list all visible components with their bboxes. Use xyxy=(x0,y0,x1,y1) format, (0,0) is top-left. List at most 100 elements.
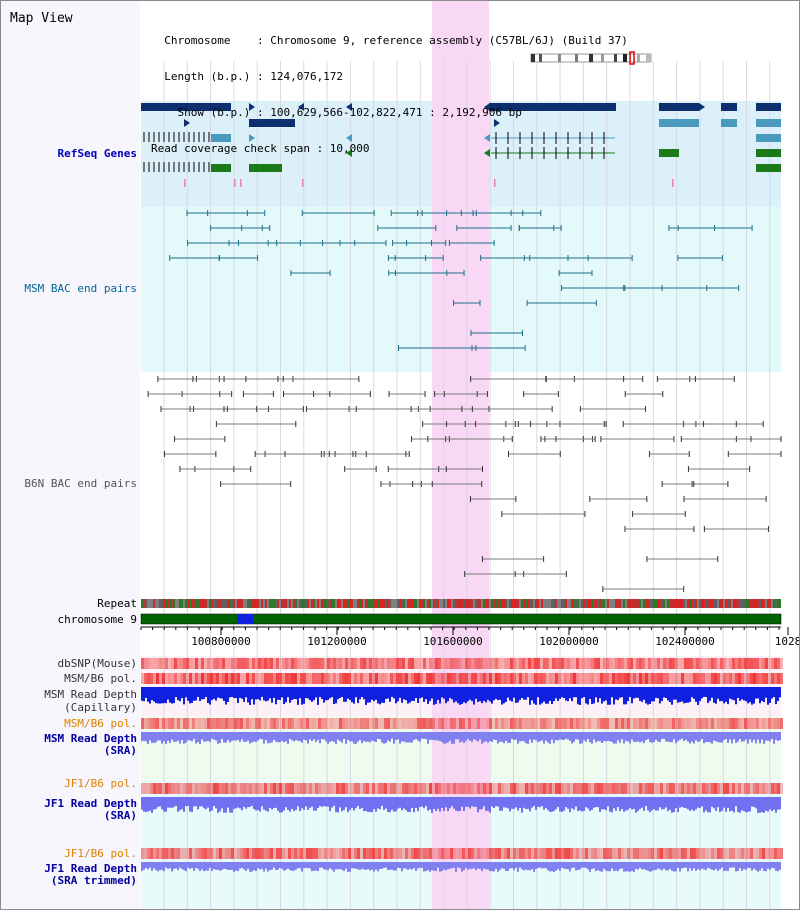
repeat-element xyxy=(179,599,181,608)
msm-capillary-depth-bar xyxy=(541,687,543,704)
msm-b6-pol-density xyxy=(477,673,480,684)
msm-bac-end-pairs-label[interactable]: MSM BAC end pairs xyxy=(24,282,137,295)
msm-sra-depth-bar xyxy=(579,732,581,744)
msm-b6-pol-sra-density xyxy=(669,718,672,729)
msm-capillary-depth-bar xyxy=(189,687,191,704)
msm-sra-depth-bar xyxy=(641,732,643,742)
repeat-element xyxy=(431,599,433,608)
dbsnp-density xyxy=(513,658,516,669)
jf1-trimmed-depth-bar xyxy=(317,862,319,872)
jf1-trimmed-depth-bar xyxy=(269,862,271,871)
msm-capillary-depth-bar xyxy=(729,687,731,699)
msm-sra-depth-bar xyxy=(427,732,429,744)
msm-b6-pol-density xyxy=(510,673,513,684)
jf1-trimmed-depth-bar xyxy=(251,862,253,872)
repeat-element xyxy=(375,599,377,608)
b6n-bac-end-pairs-label[interactable]: B6N BAC end pairs xyxy=(24,477,137,490)
msm-sra-depth-bar xyxy=(715,732,717,742)
msm-capillary-depth-bar xyxy=(747,687,749,704)
jf1-b6-pol-trimmed-density xyxy=(543,848,546,859)
dbsnp-density xyxy=(429,658,432,669)
msm-sra-depth-bar xyxy=(563,732,565,741)
repeat-element xyxy=(535,599,537,608)
msm-b6-pol-sra-density xyxy=(567,718,570,729)
jf1-sra-depth-bar xyxy=(165,797,167,812)
dbsnp-density xyxy=(393,658,396,669)
msm-b6-pol-sra-density xyxy=(426,718,429,729)
msm-b6-pol-density xyxy=(318,673,321,684)
msm-capillary-depth-bar xyxy=(349,687,351,700)
msm-capillary-depth-bar xyxy=(637,687,639,698)
dbsnp-density xyxy=(678,658,681,669)
msm-capillary-depth-bar xyxy=(527,687,529,698)
jf1-trimmed-depth-bar xyxy=(501,862,503,869)
msm-capillary-depth-bar xyxy=(473,687,475,705)
jf1-trimmed-depth-bar xyxy=(637,862,639,870)
msm-sra-depth-bar xyxy=(423,732,425,739)
msm-b6-pol-density xyxy=(699,673,702,684)
jf1-sra-depth-bar xyxy=(707,797,709,813)
jf1-sra-depth-bar xyxy=(255,797,257,811)
jf1-b6-pol-trimmed-density xyxy=(363,848,366,859)
jf1-b6-pol-density xyxy=(609,783,612,794)
dbsnp-density xyxy=(447,658,450,669)
repeat-element xyxy=(759,599,761,608)
repeat-element xyxy=(275,599,277,608)
msm-sra-depth-bar xyxy=(205,732,207,742)
dbsnp-density xyxy=(366,658,369,669)
jf1-sra-depth-bar xyxy=(631,797,633,810)
jf1-sra-depth-bar xyxy=(757,797,759,813)
jf1-trimmed-depth-bar xyxy=(417,862,419,869)
jf1-b6-pol-density xyxy=(195,783,198,794)
jf1-trimmed-depth-bar xyxy=(683,862,685,868)
msm-b6-pol-density xyxy=(594,673,597,684)
msm-b6-pol-sra-density xyxy=(327,718,330,729)
repeat-element xyxy=(323,599,325,608)
repeat-element xyxy=(679,599,681,608)
jf1-sra-depth-bar xyxy=(689,797,691,811)
msm-b6-pol-density xyxy=(177,673,180,684)
jf1-sra-depth-bar xyxy=(765,797,767,811)
repeat-element xyxy=(223,599,225,608)
dbsnp-density xyxy=(765,658,768,669)
msm-b6-pol-density xyxy=(576,673,579,684)
jf1-trimmed-depth-bar xyxy=(557,862,559,870)
repeat-element xyxy=(671,599,673,608)
jf1-sra-depth-bar xyxy=(495,797,497,807)
msm-b6-pol-sra-density xyxy=(294,718,297,729)
msm-capillary-depth-bar xyxy=(693,687,695,699)
refseq-genes-label[interactable]: RefSeq Genes xyxy=(57,147,137,160)
jf1-sra-depth-bar xyxy=(617,797,619,808)
jf1-b6-pol-density xyxy=(705,783,708,794)
msm-b6-pol-sra-density xyxy=(234,718,237,729)
msm-b6-pol-sra-density xyxy=(396,718,399,729)
jf1-trimmed-depth-bar xyxy=(355,862,357,869)
info-line-length: Length (b.p.) : 124,076,172 xyxy=(151,70,344,83)
jf1-trimmed-depth-bar xyxy=(315,862,317,871)
jf1-sra-depth-bar xyxy=(679,797,681,808)
dbsnp-density xyxy=(741,658,744,669)
msm-capillary-depth-bar xyxy=(451,687,453,700)
jf1-b6-pol-density xyxy=(516,783,519,794)
msm-sra-depth-bar xyxy=(439,732,441,742)
msm-capillary-depth-bar xyxy=(323,687,325,703)
jf1-b6-pol-trimmed-density xyxy=(423,848,426,859)
jf1-b6-pol-density xyxy=(486,783,489,794)
jf1-sra-depth-bar xyxy=(453,797,455,809)
jf1-b6-pol-density xyxy=(369,783,372,794)
msm-sra-depth-bar xyxy=(433,732,435,741)
jf1-trimmed-depth-bar xyxy=(295,862,297,870)
repeat-element xyxy=(511,599,513,608)
dbsnp-density xyxy=(531,658,534,669)
msm-b6-pol-density xyxy=(459,673,462,684)
jf1-b6-pol-trimmed-density xyxy=(552,848,555,859)
msm-capillary-depth-bar xyxy=(395,687,397,704)
gene-arrow xyxy=(184,119,190,127)
repeat-element xyxy=(563,599,565,608)
jf1-b6-pol-density xyxy=(537,783,540,794)
msm-sra-depth-bar xyxy=(195,732,197,744)
msm-b6-pol-sra-density xyxy=(219,718,222,729)
msm-capillary-depth-bar xyxy=(509,687,511,701)
repeat-element xyxy=(229,599,231,608)
